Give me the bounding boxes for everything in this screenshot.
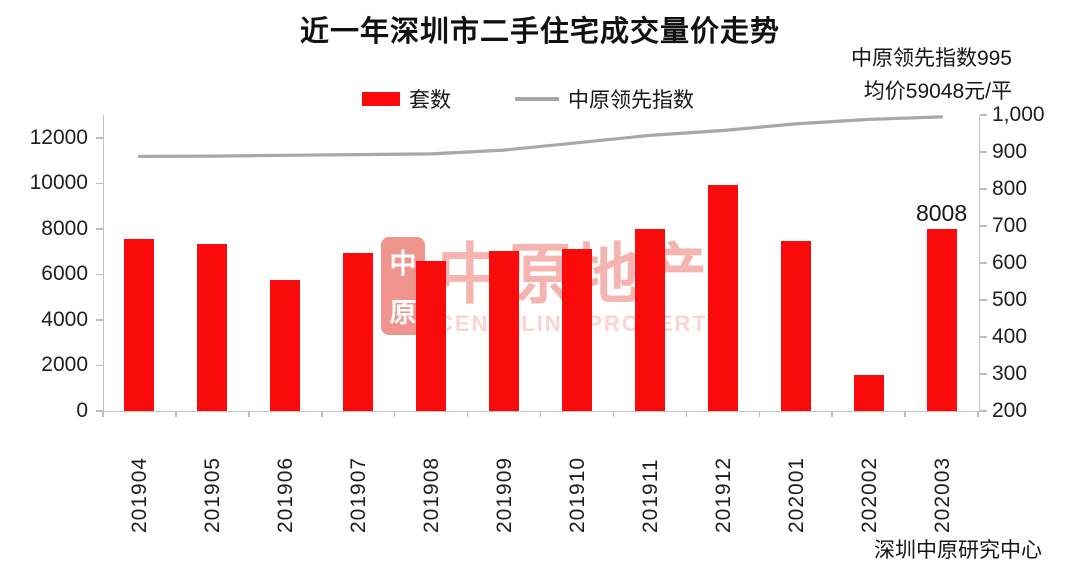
y-axis-left-tick-mark <box>96 410 103 412</box>
y-axis-left-tick-label: 0 <box>76 399 88 422</box>
bar-202003 <box>926 228 957 411</box>
x-axis-label-201906: 201906 <box>274 456 298 533</box>
legend: 套数 中原领先指数 <box>362 84 694 114</box>
annotation-block: 中原领先指数995 均价59048元/平 <box>851 42 1012 108</box>
bar-201911 <box>634 229 665 411</box>
x-axis-tick-mark <box>977 411 979 417</box>
y-axis-right-tick-mark <box>979 188 987 190</box>
bar-value-label-202003: 8008 <box>915 199 968 226</box>
y-axis-right-tick-label: 400 <box>992 325 1028 348</box>
y-axis-right-tick-mark <box>979 225 987 227</box>
y-axis-right-tick-label: 200 <box>992 399 1028 422</box>
y-axis-left-tick-mark <box>96 319 103 321</box>
x-axis-label-201911: 201911 <box>638 458 662 533</box>
bar-201907 <box>343 252 374 411</box>
x-axis-tick-mark <box>102 411 104 417</box>
bar-201906 <box>270 279 301 411</box>
x-axis-label-201912: 201912 <box>711 456 735 533</box>
bar-series-swatch-icon <box>362 92 400 106</box>
y-axis-left-tick-mark <box>96 228 103 230</box>
x-axis-tick-mark <box>904 411 906 417</box>
y-axis-left-tick-label: 2000 <box>41 353 88 377</box>
legend-item-index: 中原领先指数 <box>515 84 694 114</box>
legend-label-index: 中原领先指数 <box>568 89 694 112</box>
y-axis-right-tick-label: 300 <box>992 362 1028 385</box>
y-axis-right-tick-label: 900 <box>992 140 1028 163</box>
y-axis-right-tick-label: 600 <box>992 251 1028 274</box>
x-axis-tick-mark <box>612 411 615 417</box>
y-axis-right-tick-mark <box>979 151 987 153</box>
y-axis-right-tick-mark <box>979 299 987 301</box>
x-axis-label-201908: 201908 <box>420 456 444 533</box>
y-axis-right-tick-mark <box>979 336 987 338</box>
x-axis-tick-mark <box>685 411 688 417</box>
bar-201908 <box>416 261 447 411</box>
bar-201904 <box>124 239 155 411</box>
line-series-swatch-icon <box>515 97 559 101</box>
y-axis-left-tick-label: 6000 <box>41 262 88 286</box>
y-axis-left-tick-mark <box>96 273 103 276</box>
y-axis-left-tick-label: 8000 <box>41 216 88 240</box>
y-axis-right-tick-mark <box>979 410 987 412</box>
y-axis-right-tick-mark <box>979 262 987 264</box>
x-axis-tick-mark <box>393 411 396 417</box>
y-axis-right-tick-label: 1,000 <box>992 103 1045 126</box>
x-axis-label-202003: 202003 <box>930 456 954 533</box>
x-axis-label-202001: 202001 <box>784 456 808 533</box>
seal-char-bottom: 原 <box>389 298 417 328</box>
y-axis-left-tick-label: 4000 <box>41 307 88 331</box>
bar-201909 <box>489 250 520 411</box>
y-axis-right-tick-mark <box>979 114 987 116</box>
y-axis-left-tick-mark <box>96 137 103 139</box>
y-axis-right-tick-label: 700 <box>992 214 1028 237</box>
index-line-series <box>137 115 944 159</box>
bar-201905 <box>197 244 228 411</box>
x-axis-label-201910: 201910 <box>565 456 589 533</box>
x-axis-label-201909: 201909 <box>493 456 517 533</box>
annotation-avg-price: 均价59048元/平 <box>863 80 1012 103</box>
bar-202001 <box>780 241 811 411</box>
x-axis-label-201905: 201905 <box>201 456 225 533</box>
bar-202002 <box>853 374 884 411</box>
y-axis-right-tick-label: 800 <box>992 177 1028 200</box>
x-axis-label-202002: 202002 <box>857 456 881 533</box>
y-axis-right-tick-label: 500 <box>992 288 1028 311</box>
x-axis-tick-mark <box>758 411 760 417</box>
chart-title: 近一年深圳市二手住宅成交量价走势 <box>299 16 780 48</box>
x-axis-tick-mark <box>175 411 177 417</box>
y-axis-left-tick-mark <box>96 364 103 367</box>
x-axis-tick-mark <box>539 411 542 417</box>
x-axis-tick-mark <box>248 411 250 417</box>
source-credit: 深圳中原研究中心 <box>874 539 1042 562</box>
legend-item-units: 套数 <box>362 84 451 114</box>
bar-201912 <box>707 184 738 411</box>
y-axis-left-tick-label: 12000 <box>29 125 88 149</box>
y-axis-left-tick-label: 10000 <box>29 171 88 195</box>
x-axis-tick-mark <box>831 411 833 417</box>
y-axis-left-tick-mark <box>96 182 103 185</box>
y-axis-right-tick-mark <box>979 373 987 375</box>
x-axis-tick-mark <box>466 411 469 417</box>
bar-201910 <box>561 249 592 411</box>
seal-char-top: 中 <box>389 249 417 279</box>
x-axis-label-201907: 201907 <box>347 456 371 533</box>
x-axis-label-201904: 201904 <box>128 456 152 533</box>
x-axis-tick-mark <box>321 411 323 417</box>
annotation-index: 中原领先指数995 <box>850 47 1012 70</box>
legend-label-units: 套数 <box>409 89 451 112</box>
